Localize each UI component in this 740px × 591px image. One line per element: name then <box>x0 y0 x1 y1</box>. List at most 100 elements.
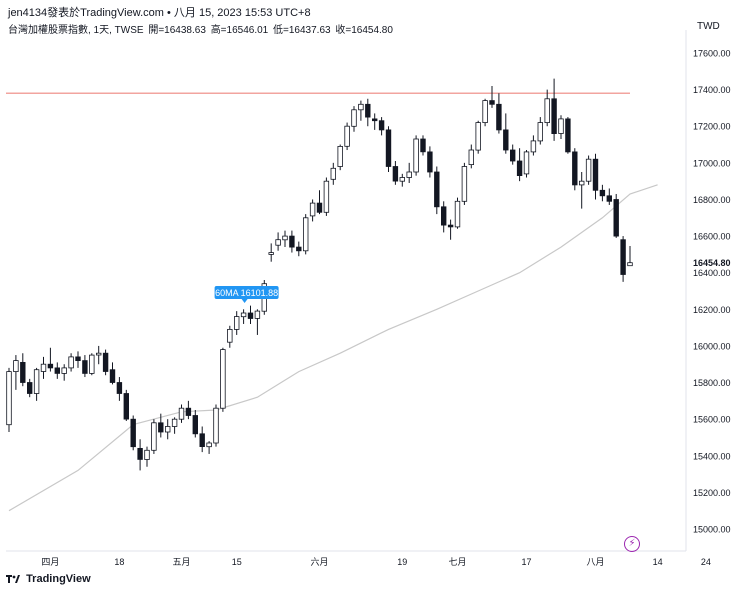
candle-body <box>558 118 564 134</box>
candle-body <box>247 312 254 319</box>
candle-body <box>509 149 516 162</box>
candle-body <box>82 360 88 374</box>
candle-body <box>302 217 309 252</box>
tradingview-logo[interactable]: TradingView <box>6 573 91 585</box>
candle-body <box>26 382 33 394</box>
candle-body <box>592 158 599 191</box>
candle-body <box>489 100 495 105</box>
candle-body <box>102 352 109 372</box>
candle-body <box>296 246 302 252</box>
candle-body <box>378 120 385 131</box>
candle-body <box>406 171 412 178</box>
y-tick-label: 17600.00 <box>693 49 731 59</box>
candle-body <box>109 369 116 383</box>
candle-body <box>275 239 281 246</box>
x-tick-label: 八月 <box>586 557 604 567</box>
candle-body <box>282 235 288 241</box>
x-tick-label: 19 <box>397 557 407 567</box>
candle-body <box>192 415 198 435</box>
candle-body <box>220 349 226 409</box>
candle-body <box>123 393 129 420</box>
candle-body <box>289 235 295 248</box>
publish-title: jen4134發表於TradingView.com <box>8 7 164 19</box>
candle-body <box>47 363 54 369</box>
candle-body <box>309 202 316 217</box>
candle-body <box>613 199 619 237</box>
low-value: 低=16437.63 <box>273 25 331 36</box>
brand-name: TradingView <box>26 573 91 586</box>
candle-body <box>33 369 40 394</box>
candle-body <box>516 160 523 177</box>
ma-label-pointer <box>241 299 248 303</box>
candle-body <box>496 103 502 131</box>
candle-body <box>454 200 461 228</box>
publish-header: jen4134發表於TradingView.com • 八月 15, 2023 … <box>8 4 311 20</box>
candle-body <box>351 109 357 127</box>
candle-body <box>620 239 626 275</box>
candle-body <box>447 224 454 228</box>
candle-body <box>137 447 143 460</box>
candle-body <box>40 363 47 372</box>
candle-body <box>434 171 440 208</box>
header-separator: • <box>166 7 171 19</box>
candle-body <box>344 125 350 147</box>
candle-body <box>565 118 571 153</box>
candle-body <box>178 407 185 420</box>
ma-line <box>8 184 658 512</box>
candle-body <box>89 354 95 374</box>
ma-label-bubble <box>214 286 279 299</box>
candle-body <box>6 371 12 426</box>
y-tick-label: 15800.00 <box>693 378 731 388</box>
candle-body <box>337 145 343 167</box>
x-tick-label: 24 <box>701 557 711 567</box>
candle-body <box>316 202 323 213</box>
lightning-icon[interactable]: ⚡ <box>624 536 640 552</box>
y-tick-label: 16400.00 <box>693 268 731 278</box>
y-tick-label: 16600.00 <box>693 232 731 242</box>
candle-body <box>206 442 212 448</box>
candle-body <box>227 328 233 343</box>
y-tick-label: 16000.00 <box>693 341 731 351</box>
candle-body <box>427 151 433 173</box>
x-tick-label: 15 <box>232 557 242 567</box>
y-tick-label: 15200.00 <box>693 488 731 498</box>
y-tick-label: 17000.00 <box>693 158 731 168</box>
candle-body <box>413 138 419 173</box>
candle-body <box>13 360 19 373</box>
candle-body <box>365 103 371 118</box>
candle-body <box>323 180 330 213</box>
y-tick-label: 15400.00 <box>693 451 731 461</box>
x-tick-label: 七月 <box>448 557 466 567</box>
y-tick-label: 15000.00 <box>693 525 731 535</box>
candle-body <box>96 352 102 356</box>
y-tick-label: 17400.00 <box>693 85 731 95</box>
candle-body <box>164 426 171 433</box>
candle-body <box>599 189 606 197</box>
candle-body <box>68 356 74 369</box>
y-tick-label: 16800.00 <box>693 195 731 205</box>
currency-label[interactable]: TWD <box>697 21 720 32</box>
candle-body <box>254 310 261 319</box>
y-tick-label: 16200.00 <box>693 305 731 315</box>
x-tick-label: 五月 <box>172 557 190 567</box>
candle-body <box>158 422 164 433</box>
last-price-text: 16454.80 <box>693 258 731 268</box>
x-tick-label: 17 <box>521 557 531 567</box>
candle-body <box>116 382 123 394</box>
candle-body <box>185 407 192 416</box>
candle-body <box>392 166 399 182</box>
x-tick-label: 六月 <box>310 556 328 567</box>
high-value: 高=16546.01 <box>210 25 269 36</box>
tradingview-logo-icon <box>6 575 20 584</box>
candle-body <box>233 316 240 330</box>
symbol-name[interactable]: 台灣加權股票指數, 1天, TWSE <box>8 25 144 36</box>
y-tick-label: 17200.00 <box>693 122 731 132</box>
candle-body <box>503 129 509 151</box>
close-value: 收=16454.80 <box>335 25 393 36</box>
candle-body <box>461 166 468 202</box>
candle-body <box>420 138 426 153</box>
open-value: 開=16438.63 <box>148 25 206 36</box>
candle-body <box>606 195 612 202</box>
x-tick-label: 14 <box>653 557 663 567</box>
